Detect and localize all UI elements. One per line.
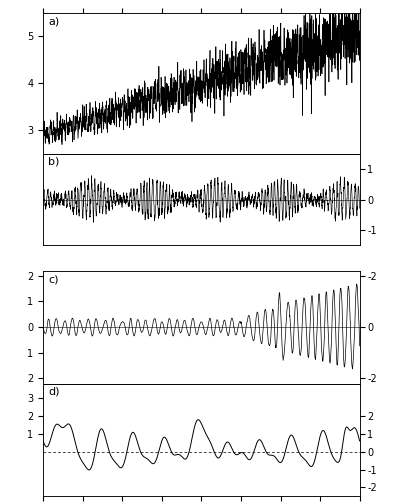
Text: d): d)	[48, 387, 60, 397]
Text: c): c)	[48, 274, 58, 284]
Text: a): a)	[48, 17, 59, 27]
Text: b): b)	[48, 156, 59, 166]
